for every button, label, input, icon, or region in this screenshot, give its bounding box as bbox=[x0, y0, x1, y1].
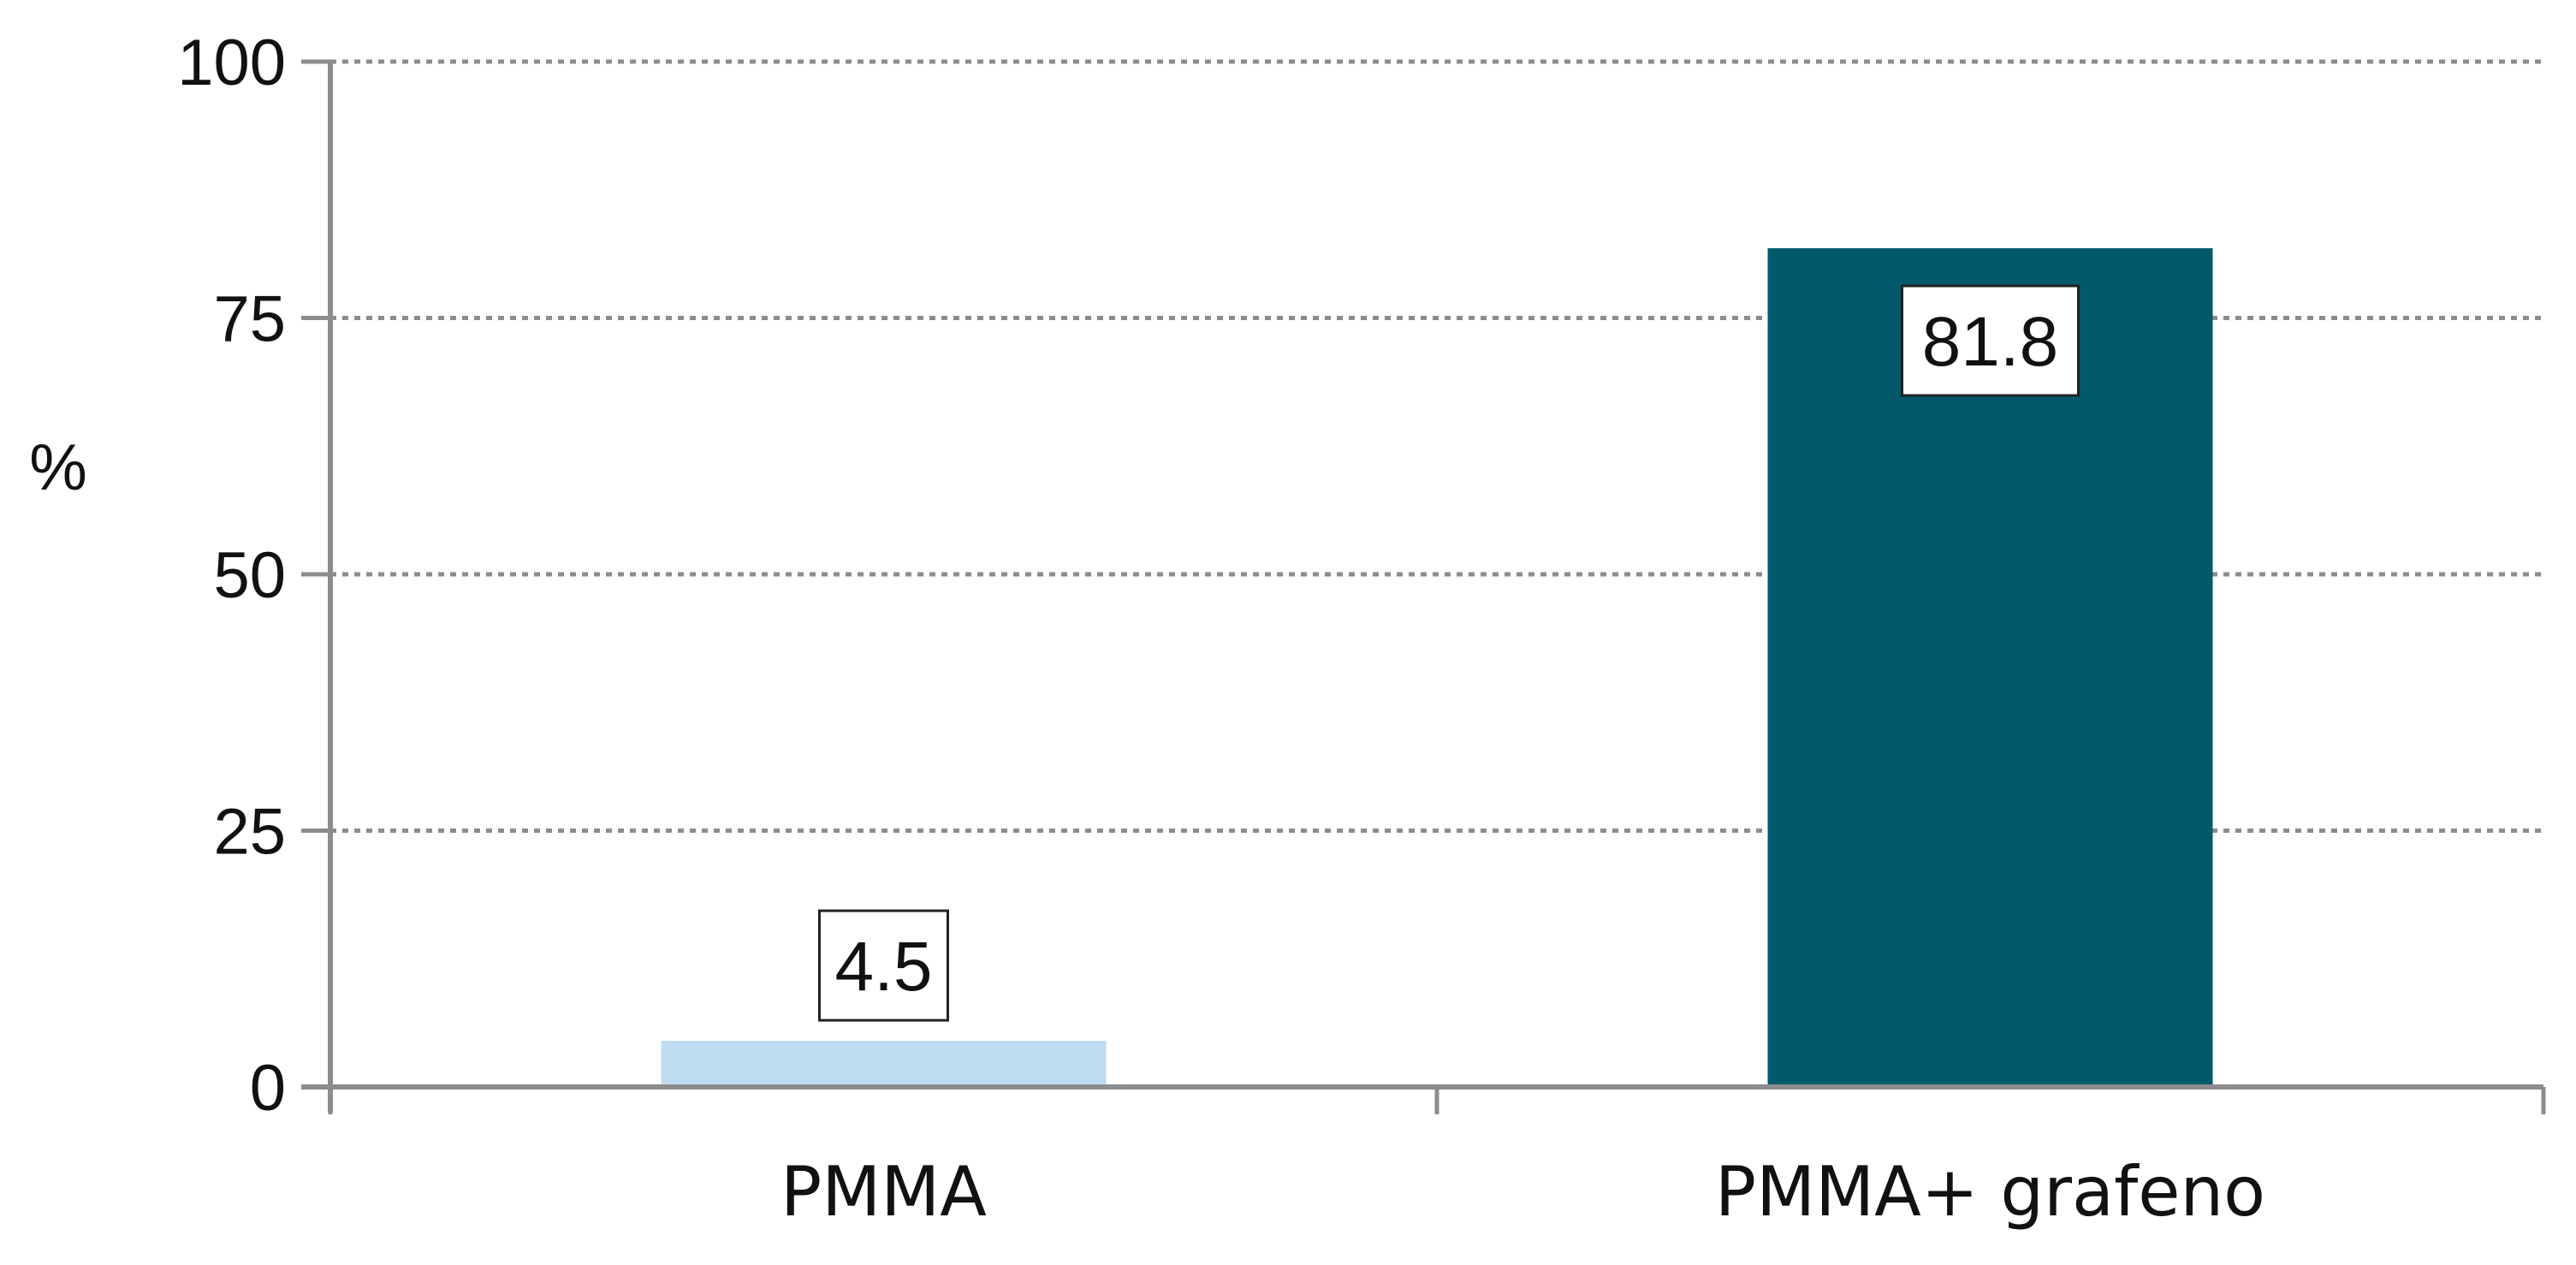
y-tick-label-100: 100 bbox=[177, 27, 286, 99]
data-label-0: 4.5 bbox=[835, 928, 933, 1006]
y-tick-label-75: 75 bbox=[213, 283, 286, 356]
data-label-box-0 bbox=[818, 909, 949, 1022]
x-category-label-1: PMMA+ grafeno bbox=[1715, 1152, 2265, 1232]
y-tick-label-25: 25 bbox=[213, 796, 286, 869]
y-axis-label: % bbox=[29, 431, 87, 504]
data-labels: 4.5 81.8 bbox=[818, 284, 2080, 1022]
bar-0 bbox=[661, 1041, 1107, 1087]
y-tick-label-50: 50 bbox=[213, 539, 286, 612]
x-category-labels: PMMA PMMA+ grafeno bbox=[781, 1152, 2265, 1232]
y-tick-label-0: 0 bbox=[250, 1052, 286, 1125]
data-label-box-1 bbox=[1901, 284, 2080, 397]
data-label-1: 81.8 bbox=[1922, 303, 2059, 381]
x-category-label-0: PMMA bbox=[781, 1152, 987, 1232]
y-tick-labels: 0 25 50 75 100 bbox=[177, 27, 286, 1125]
gridlines bbox=[330, 59, 2543, 833]
axes bbox=[301, 59, 2546, 1114]
